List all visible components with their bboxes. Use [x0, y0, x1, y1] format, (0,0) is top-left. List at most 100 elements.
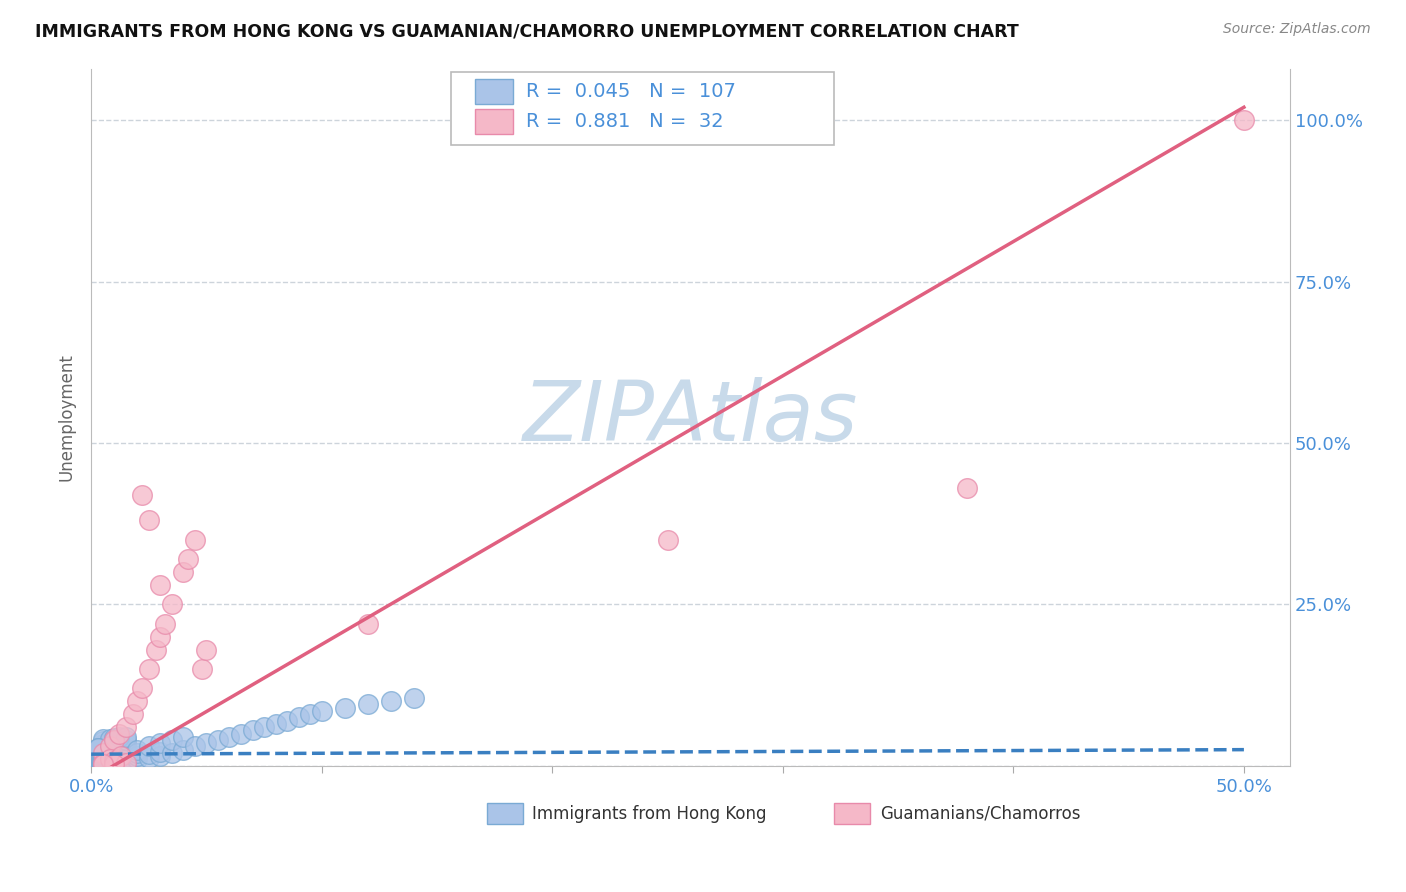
Point [98, 756, 121, 771]
Point [103, 758, 125, 772]
Point [91, 756, 114, 770]
Point [87, 756, 110, 771]
Point [114, 747, 136, 761]
Point [108, 737, 131, 751]
Point [253, 720, 276, 734]
Point [87, 742, 110, 756]
Point [87, 747, 110, 761]
Point [103, 744, 125, 758]
Point [108, 731, 131, 745]
Point [103, 733, 125, 747]
Point [184, 533, 207, 547]
Point [87, 745, 110, 759]
Point [127, 749, 149, 764]
Point [98, 754, 121, 768]
Point [402, 691, 425, 706]
FancyBboxPatch shape [475, 109, 513, 134]
Point [149, 736, 172, 750]
Point [131, 681, 153, 696]
Point [87, 742, 110, 756]
Text: IMMIGRANTS FROM HONG KONG VS GUAMANIAN/CHAMORRO UNEMPLOYMENT CORRELATION CHART: IMMIGRANTS FROM HONG KONG VS GUAMANIAN/C… [35, 22, 1019, 40]
Point [114, 720, 136, 734]
Point [108, 756, 131, 770]
Point [149, 749, 172, 764]
Point [98, 756, 121, 771]
Point [103, 756, 125, 771]
Point [98, 743, 121, 757]
Point [91, 757, 114, 772]
Point [98, 739, 121, 754]
Point [87, 744, 110, 758]
Point [103, 754, 125, 768]
Point [91, 754, 114, 768]
Point [108, 740, 131, 755]
Point [299, 707, 322, 722]
Point [98, 731, 121, 746]
Point [131, 488, 153, 502]
Point [91, 756, 114, 770]
Point [114, 739, 136, 753]
Point [172, 742, 194, 756]
Point [103, 751, 125, 765]
Point [87, 749, 110, 764]
Point [108, 733, 131, 747]
Point [103, 747, 125, 762]
Point [98, 742, 121, 756]
Point [87, 754, 110, 768]
Point [138, 513, 160, 527]
Point [98, 752, 121, 766]
Point [87, 743, 110, 757]
Point [87, 748, 110, 763]
Point [87, 755, 110, 769]
Point [91, 745, 114, 759]
Point [276, 714, 298, 728]
Point [114, 747, 136, 761]
Text: Guamanians/Chamorros: Guamanians/Chamorros [880, 805, 1080, 823]
Point [87, 750, 110, 764]
Point [127, 752, 149, 766]
Point [127, 694, 149, 708]
Point [98, 735, 121, 749]
Text: R =  0.881   N =  32: R = 0.881 N = 32 [526, 112, 724, 131]
Point [91, 746, 114, 760]
Point [177, 552, 200, 566]
Point [127, 742, 149, 756]
Point [87, 756, 110, 771]
Point [218, 730, 240, 744]
Point [114, 730, 136, 744]
Point [160, 598, 183, 612]
Point [87, 746, 110, 760]
Point [184, 739, 207, 754]
Point [287, 710, 309, 724]
Point [98, 750, 121, 764]
Point [87, 740, 110, 755]
Point [333, 700, 356, 714]
Text: Source: ZipAtlas.com: Source: ZipAtlas.com [1223, 22, 1371, 37]
Point [91, 748, 114, 763]
Point [195, 736, 218, 750]
Y-axis label: Unemployment: Unemployment [58, 353, 75, 481]
Point [87, 757, 110, 772]
Point [91, 757, 114, 772]
Point [87, 751, 110, 765]
Point [87, 747, 110, 762]
Point [98, 752, 121, 766]
Point [87, 756, 110, 770]
Point [108, 756, 131, 771]
Point [87, 741, 110, 756]
Point [229, 726, 252, 740]
Point [103, 738, 125, 752]
Point [110, 749, 132, 764]
Point [103, 742, 125, 756]
Point [87, 747, 110, 761]
Point [657, 533, 679, 547]
Point [108, 756, 131, 771]
Point [149, 745, 172, 759]
Point [103, 731, 125, 745]
Point [98, 739, 121, 754]
Point [87, 752, 110, 766]
Point [357, 698, 380, 712]
Point [311, 704, 333, 718]
Text: Immigrants from Hong Kong: Immigrants from Hong Kong [533, 805, 766, 823]
Point [380, 694, 402, 708]
